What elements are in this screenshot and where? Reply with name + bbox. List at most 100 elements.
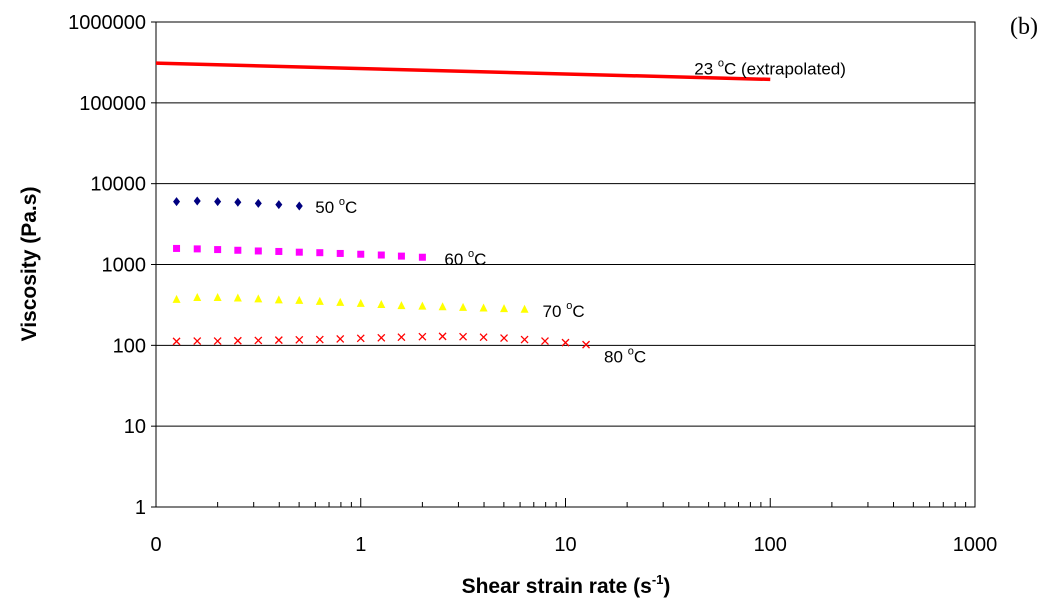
series-label-degree: o xyxy=(468,248,474,260)
series-label-s60: 60 oC xyxy=(444,248,486,269)
data-point-s60 xyxy=(316,249,324,257)
data-point-s60 xyxy=(418,253,426,261)
x-tick-label: 1000 xyxy=(953,534,998,556)
y-tick-label: 10000 xyxy=(90,174,146,196)
data-point-s80 xyxy=(295,335,304,344)
data-series xyxy=(155,61,771,349)
data-point-s80 xyxy=(541,337,549,346)
x-axis-title-main: Shear strain rate (s xyxy=(462,575,652,598)
y-tick-labels: 1 10 100 1000 10000 100000 1000000 xyxy=(68,12,146,519)
data-point-s70 xyxy=(438,302,447,311)
data-point-s80 xyxy=(459,332,468,341)
x-minor-ticks xyxy=(155,498,976,507)
data-point-s70 xyxy=(213,293,222,302)
data-point-s70 xyxy=(336,297,345,306)
data-point-s70 xyxy=(459,302,468,311)
y-tick-label: 10 xyxy=(124,416,146,438)
x-tick-label: 0 xyxy=(150,534,161,556)
series-s70 xyxy=(172,293,529,313)
data-point-s70 xyxy=(193,293,202,302)
data-point-s60 xyxy=(377,251,385,259)
data-point-s70 xyxy=(295,295,304,304)
series-label-main: 70 xyxy=(543,302,567,321)
series-label-degree: o xyxy=(566,300,572,312)
data-point-s80 xyxy=(336,334,345,343)
series-label-degree: o xyxy=(339,196,345,208)
series-label-end: C xyxy=(474,250,486,269)
data-point-s50 xyxy=(214,197,222,207)
data-point-s70 xyxy=(274,295,283,304)
x-axis-title-superscript: -1 xyxy=(652,572,664,587)
data-point-s70 xyxy=(500,304,509,313)
data-point-s70 xyxy=(172,294,181,303)
data-point-s60 xyxy=(254,247,262,255)
data-point-s60 xyxy=(173,244,181,252)
data-point-s50 xyxy=(234,197,242,207)
series-s80 xyxy=(172,332,591,349)
data-point-s70 xyxy=(356,298,365,307)
data-point-s80 xyxy=(438,332,447,341)
data-point-s60 xyxy=(214,246,222,254)
series-label-main: 80 xyxy=(604,348,628,367)
series-label-end: C xyxy=(634,348,646,367)
data-point-s60 xyxy=(336,249,344,257)
data-point-s80 xyxy=(213,337,222,346)
data-point-s80 xyxy=(315,335,324,344)
series-label-s50: 50 oC xyxy=(315,196,357,217)
y-axis-title: Viscosity (Pa.s) xyxy=(18,187,41,342)
data-point-s60 xyxy=(295,248,303,256)
series-label-end: C xyxy=(572,302,584,321)
series-label-end: C xyxy=(345,198,357,217)
y-tick-label: 1 xyxy=(135,497,146,519)
data-point-s80 xyxy=(418,332,427,341)
data-point-s60 xyxy=(193,245,201,253)
series-label-s23: 23 oC (extrapolated) xyxy=(694,57,846,78)
data-point-s50 xyxy=(173,197,181,207)
data-point-s80 xyxy=(254,336,263,345)
data-point-s70 xyxy=(418,301,427,310)
data-point-s70 xyxy=(520,304,529,313)
y-tick-label: 100 xyxy=(113,335,146,357)
data-point-s50 xyxy=(275,200,283,210)
data-point-s80 xyxy=(172,337,181,346)
data-point-s80 xyxy=(377,333,386,342)
y-axis-ticks xyxy=(151,21,156,508)
series-s23 xyxy=(155,61,771,82)
series-label-degree: o xyxy=(628,346,634,358)
x-tick-label: 1 xyxy=(355,534,366,556)
series-label-degree: o xyxy=(718,57,724,69)
data-point-s70 xyxy=(397,301,406,310)
data-point-s60 xyxy=(275,247,283,255)
series-label-end: C (extrapolated) xyxy=(724,59,846,78)
gridlines xyxy=(156,102,975,427)
x-tick-label: 100 xyxy=(754,534,787,556)
data-point-s80 xyxy=(561,338,570,347)
series-s60 xyxy=(173,244,426,261)
series-label-main: 60 xyxy=(444,250,468,269)
y-tick-label: 1000000 xyxy=(68,12,146,34)
x-axis-title-end: ) xyxy=(663,575,670,598)
data-point-s80 xyxy=(479,333,488,342)
series-label-main: 23 xyxy=(694,59,718,78)
data-point-s80 xyxy=(520,335,529,344)
data-point-s50 xyxy=(254,198,262,208)
series-s50 xyxy=(173,196,303,211)
data-point-s70 xyxy=(233,293,242,302)
data-point-s80 xyxy=(274,336,283,345)
data-point-s70 xyxy=(315,296,324,305)
data-point-s50 xyxy=(193,196,201,206)
x-axis-title: Shear strain rate (s-1) xyxy=(462,572,671,598)
data-point-s70 xyxy=(479,303,488,312)
panel-label: (b) xyxy=(1010,14,1038,40)
x-tick-label: 10 xyxy=(554,534,576,556)
data-point-s80 xyxy=(397,333,406,342)
data-point-s80 xyxy=(193,337,202,346)
series-line-s23 xyxy=(155,61,771,82)
data-point-s70 xyxy=(254,294,263,303)
data-point-s70 xyxy=(377,300,386,309)
data-point-s60 xyxy=(357,250,365,258)
y-tick-label: 100000 xyxy=(79,93,146,115)
data-point-s80 xyxy=(356,334,365,343)
